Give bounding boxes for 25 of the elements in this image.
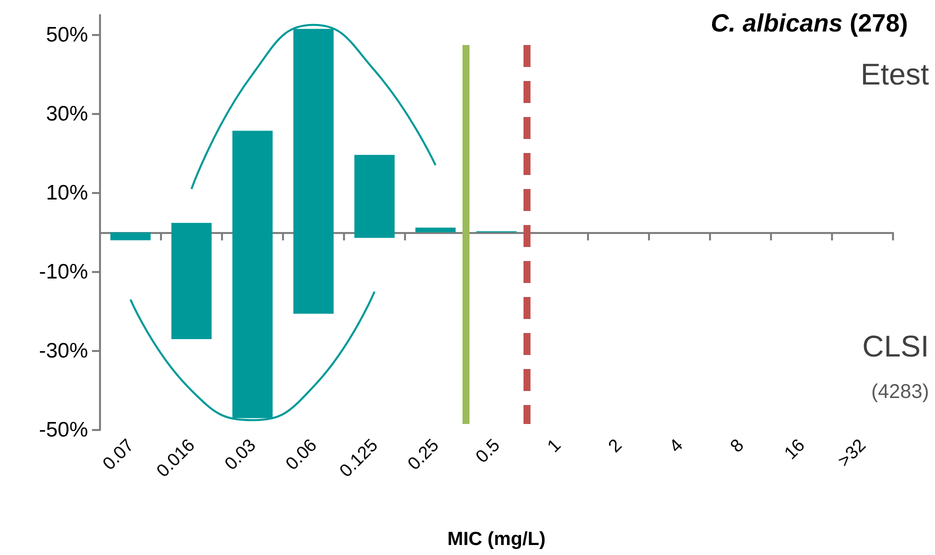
x-tick-label: 4 xyxy=(665,434,687,456)
y-tick-label: -50% xyxy=(38,418,88,442)
annotation: (4283) xyxy=(871,381,929,403)
y-tick-label: -30% xyxy=(38,339,88,362)
y-tick-label: -10% xyxy=(38,260,88,284)
bar xyxy=(354,154,395,238)
annotation: CLSI xyxy=(862,330,930,364)
x-tick-label: 16 xyxy=(780,434,809,464)
chart-title: C. albicans (278) xyxy=(710,10,908,38)
x-tick-label: 0.03 xyxy=(220,434,260,474)
bar xyxy=(415,228,456,232)
x-tick-label: 0.5 xyxy=(472,434,504,467)
x-axis-title: MIC (mg/L) xyxy=(447,529,546,550)
bar xyxy=(171,222,212,340)
x-tick-label: 2 xyxy=(604,434,626,456)
x-tick-label: 8 xyxy=(726,434,748,456)
x-tick-label: >32 xyxy=(834,434,870,471)
y-tick-label: 50% xyxy=(46,23,88,46)
x-tick-label: 0.25 xyxy=(404,434,443,474)
annotation: Etest xyxy=(860,58,930,92)
y-tick-label: 10% xyxy=(46,181,88,204)
x-tick-label: 1 xyxy=(543,434,565,456)
y-tick-label: 30% xyxy=(46,102,88,126)
x-tick-label: 0.06 xyxy=(282,434,321,474)
bar xyxy=(110,232,151,240)
